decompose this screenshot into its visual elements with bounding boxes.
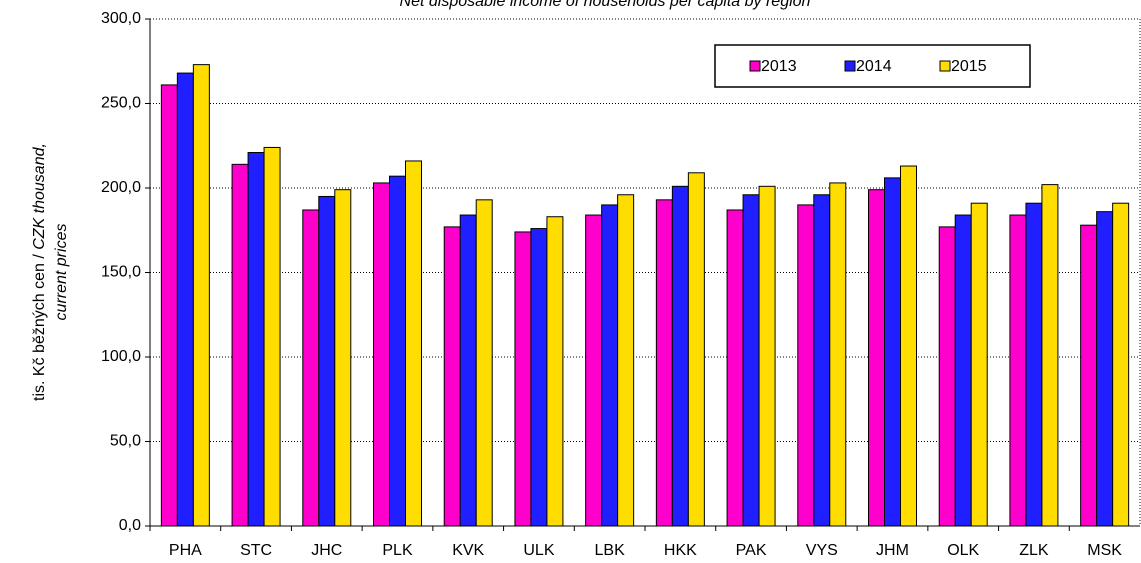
bar bbox=[302, 209, 320, 527]
bar bbox=[475, 199, 493, 527]
y-axis-label-part: tis. Kč běžných cen / bbox=[31, 250, 48, 401]
x-tick-label: LBK bbox=[595, 542, 626, 559]
x-tick-label: JHM bbox=[876, 542, 909, 559]
y-axis-label: current prices bbox=[53, 224, 70, 321]
bar bbox=[1112, 202, 1130, 527]
y-tick-label: 200,0 bbox=[101, 179, 141, 196]
x-tick-label: PHA bbox=[169, 542, 202, 559]
bar bbox=[334, 189, 352, 527]
x-tick-label: ZLK bbox=[1019, 542, 1049, 559]
x-tick-label: HKK bbox=[664, 542, 697, 559]
x-tick-label: KVK bbox=[452, 542, 484, 559]
bar bbox=[231, 163, 249, 527]
bar bbox=[726, 209, 744, 527]
bar bbox=[655, 199, 673, 527]
bar bbox=[405, 160, 422, 527]
x-tick-label: MSK bbox=[1087, 542, 1122, 559]
bar bbox=[938, 226, 956, 527]
bar bbox=[868, 189, 885, 527]
x-tick-label: PLK bbox=[382, 542, 413, 559]
y-tick-label: 150,0 bbox=[101, 264, 141, 281]
bar bbox=[617, 194, 635, 527]
bar bbox=[263, 146, 281, 527]
bar bbox=[884, 177, 901, 527]
y-axis-label: tis. Kč běžných cen / CZK thousand, bbox=[31, 143, 48, 401]
bar bbox=[247, 152, 265, 527]
chart-title: Net disposable income of households per … bbox=[400, 0, 811, 10]
bar bbox=[1041, 184, 1059, 527]
bar bbox=[1096, 211, 1114, 527]
bar bbox=[900, 165, 917, 527]
bar bbox=[160, 84, 178, 527]
bar bbox=[546, 216, 564, 527]
bar bbox=[373, 182, 390, 527]
bar bbox=[530, 228, 548, 527]
legend-swatch bbox=[939, 60, 951, 72]
bar bbox=[797, 204, 815, 527]
bar bbox=[601, 204, 619, 527]
bar bbox=[514, 231, 532, 527]
y-axis-label-part: CZK thousand, bbox=[31, 143, 48, 250]
bar bbox=[813, 194, 831, 527]
x-tick-label: STC bbox=[240, 542, 272, 559]
legend-swatch bbox=[844, 60, 856, 72]
bar bbox=[1009, 214, 1027, 527]
bar bbox=[176, 72, 194, 527]
x-tick-label: PAK bbox=[736, 542, 767, 559]
legend-label: 2014 bbox=[856, 58, 892, 75]
x-tick-label: VYS bbox=[806, 542, 838, 559]
bar bbox=[970, 202, 988, 527]
legend-swatch bbox=[749, 60, 761, 72]
bar bbox=[742, 194, 760, 527]
legend-box bbox=[714, 44, 1031, 88]
bar bbox=[1025, 202, 1043, 527]
bar bbox=[443, 226, 461, 527]
bar bbox=[318, 195, 336, 527]
legend-label: 2015 bbox=[951, 58, 987, 75]
bar bbox=[192, 64, 210, 527]
bar bbox=[758, 185, 776, 527]
bar bbox=[585, 214, 603, 527]
y-tick-label: 250,0 bbox=[101, 95, 141, 112]
bar bbox=[459, 214, 477, 527]
bar bbox=[687, 172, 705, 527]
bar bbox=[389, 175, 406, 527]
bar bbox=[954, 214, 972, 527]
y-tick-label: 50,0 bbox=[110, 433, 141, 450]
legend-label: 2013 bbox=[761, 58, 797, 75]
bar bbox=[829, 182, 847, 527]
y-tick-label: 100,0 bbox=[101, 348, 141, 365]
y-tick-label: 300,0 bbox=[101, 10, 141, 27]
x-tick-label: JHC bbox=[311, 542, 342, 559]
x-tick-label: ULK bbox=[523, 542, 554, 559]
bar bbox=[671, 185, 689, 527]
bar bbox=[1080, 224, 1098, 527]
y-tick-label: 0,0 bbox=[119, 517, 141, 534]
x-tick-label: OLK bbox=[947, 542, 979, 559]
